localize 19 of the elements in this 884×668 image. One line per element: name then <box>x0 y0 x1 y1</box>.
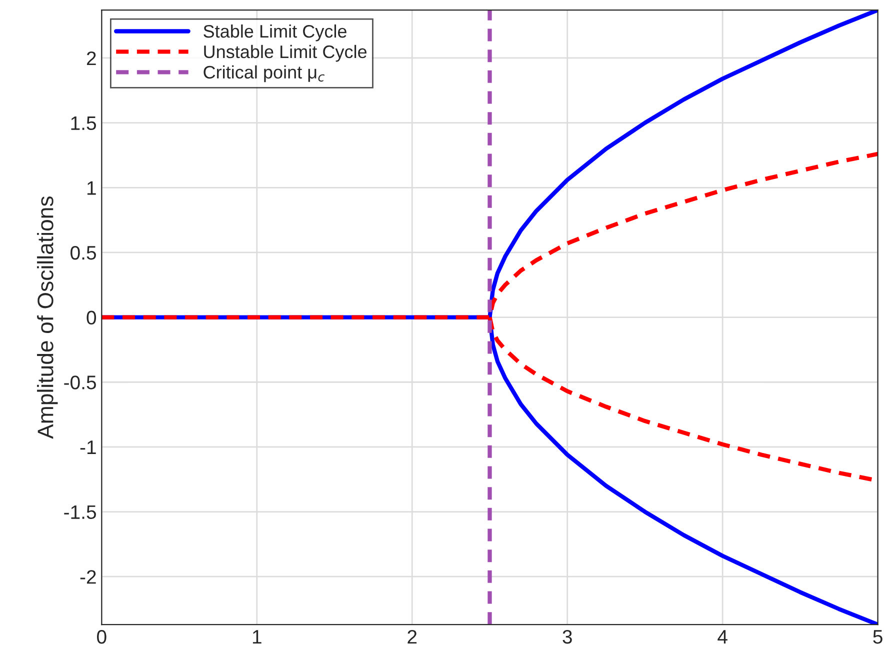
x-tick-label: 4 <box>718 630 728 644</box>
x-tick-label: 5 <box>873 630 882 644</box>
y-tick-label: 2 <box>86 51 96 66</box>
y-tick-label: 0 <box>86 310 96 325</box>
y-tick-label: 1.5 <box>71 116 96 130</box>
x-tick-label: 2 <box>408 630 417 644</box>
y-axis-title: Amplitude of Oscillations <box>37 196 58 439</box>
y-tick-label: -0.5 <box>64 376 96 390</box>
legend-label: Stable Limit Cycle <box>204 24 346 42</box>
legend-label: Unstable Limit Cycle <box>204 44 367 62</box>
y-tick-label: -1 <box>80 440 96 454</box>
legend-label: Critical point μ$_{c}$ <box>204 65 324 82</box>
y-tick-label: -2 <box>80 570 96 584</box>
y-tick-label: 1 <box>87 181 96 195</box>
x-tick-label: 0 <box>97 630 106 644</box>
y-tick-label: -1.5 <box>64 505 96 520</box>
x-tick-label: 1 <box>252 630 262 644</box>
x-tick-label: 3 <box>562 630 572 644</box>
y-tick-label: 0.5 <box>70 246 96 260</box>
